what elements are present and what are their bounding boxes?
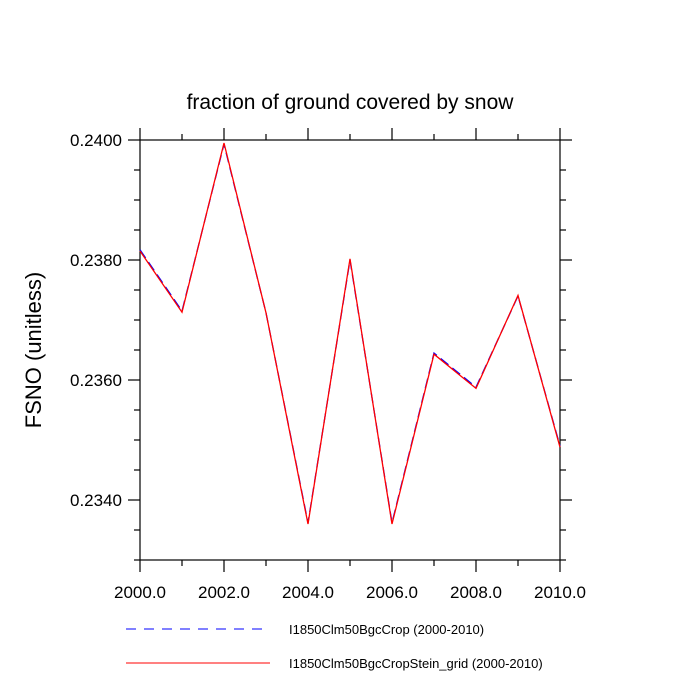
y-tick-label: 0.2360 xyxy=(70,371,122,390)
chart-title: fraction of ground covered by snow xyxy=(187,91,515,114)
x-tick-label: 2010.0 xyxy=(534,583,586,602)
y-tick-label: 0.2340 xyxy=(70,491,122,510)
legend-label-2: I1850Clm50BgcCropStein_grid (2000-2010) xyxy=(289,656,543,671)
tick-labels: 2000.0 2002.0 2004.0 2006.0 2008.0 2010.0 0.23… xyxy=(70,131,586,602)
plot-frame xyxy=(139,139,561,561)
x-tick-label: 2000.0 xyxy=(114,583,166,602)
series-lines xyxy=(139,142,561,525)
y-axis-label: FSNO (unitless) xyxy=(21,272,46,428)
x-tick-label: 2002.0 xyxy=(198,583,250,602)
x-tick-label: 2008.0 xyxy=(450,583,502,602)
series-line-2 xyxy=(139,142,561,525)
x-tick-label: 2004.0 xyxy=(282,583,334,602)
axis-ticks xyxy=(128,128,572,572)
y-tick-label: 0.2400 xyxy=(70,131,122,150)
y-tick-label: 0.2380 xyxy=(70,251,122,270)
legend-label-1: I1850Clm50BgcCrop (2000-2010) xyxy=(289,622,484,637)
x-tick-label: 2006.0 xyxy=(366,583,418,602)
series-line-1 xyxy=(139,144,561,523)
legend: I1850Clm50BgcCrop (2000-2010) I1850Clm50B… xyxy=(126,622,543,671)
